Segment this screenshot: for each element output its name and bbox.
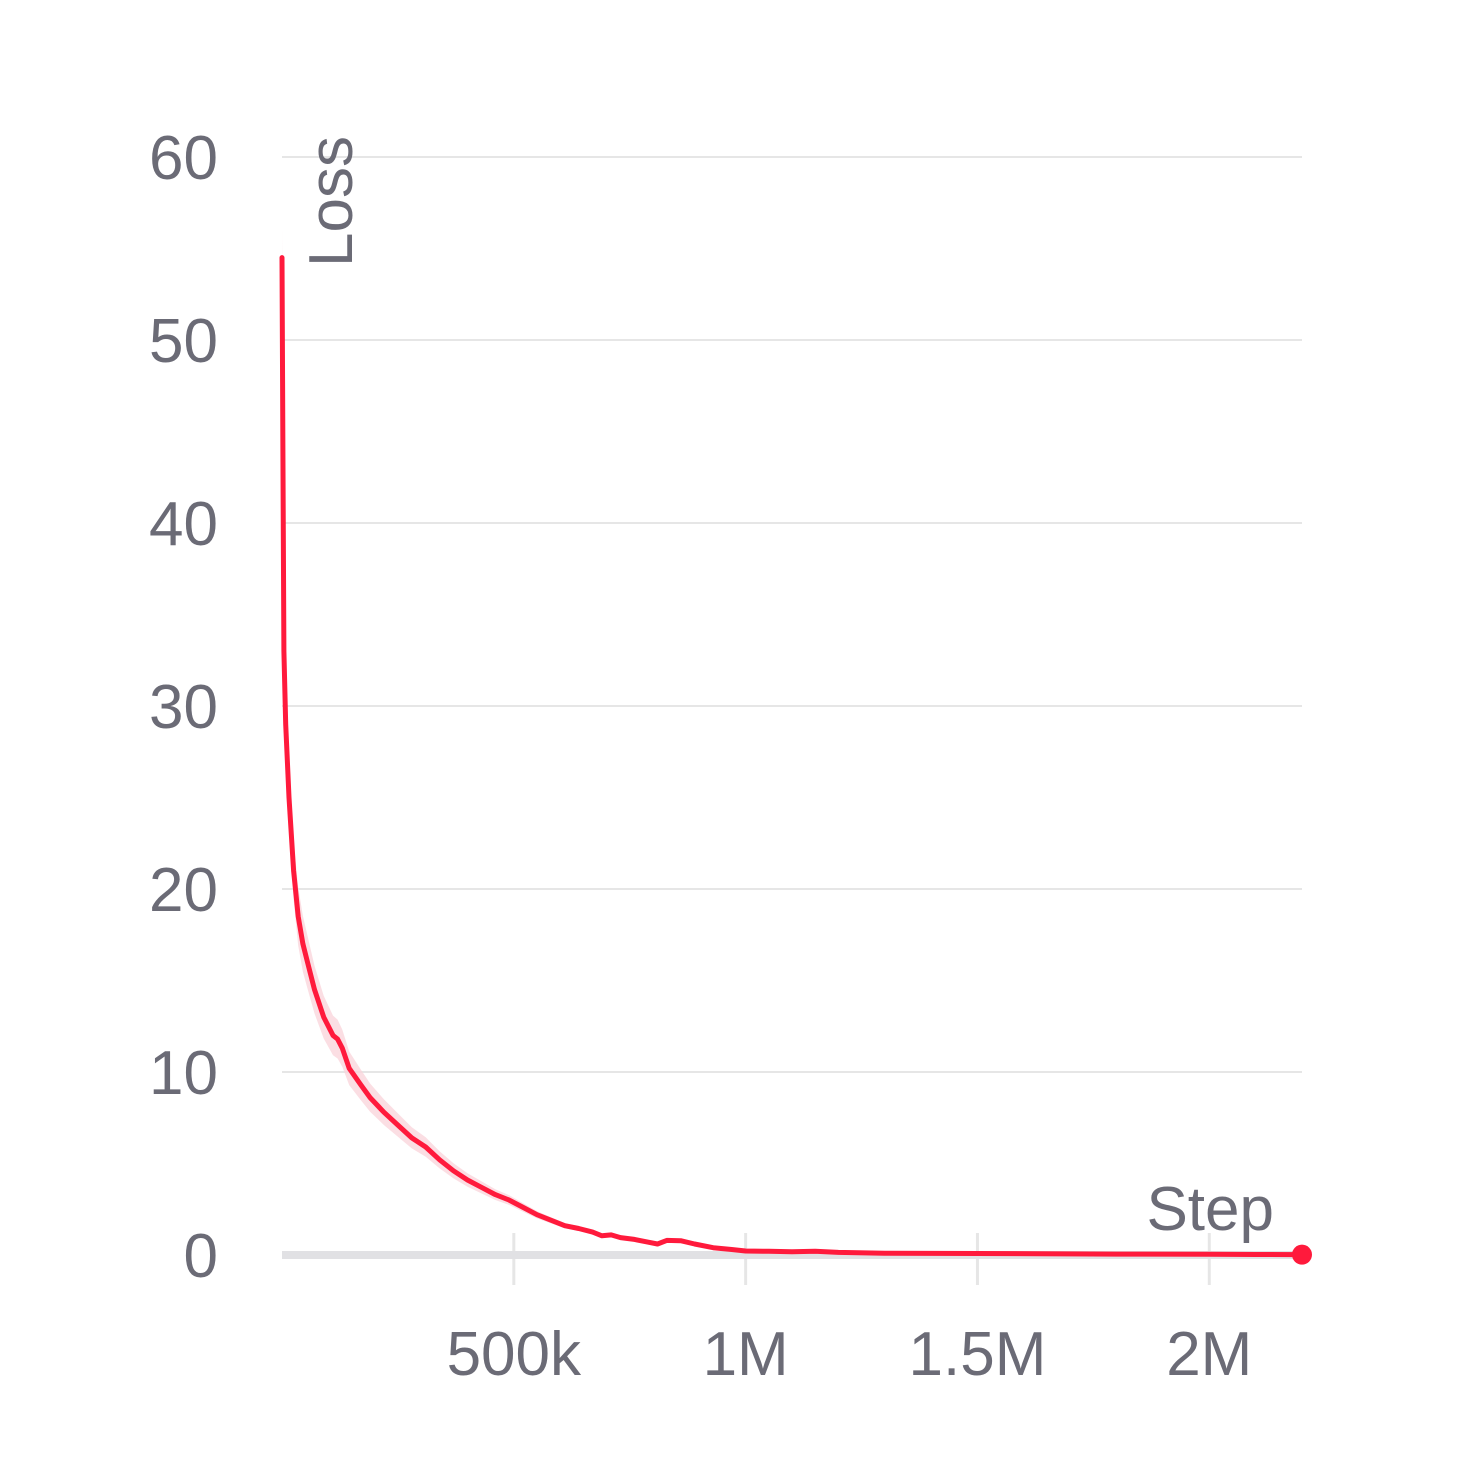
loss-band [282,228,1298,1255]
y-tick-label: 20 [149,856,218,925]
x-axis-title: Step [1146,1175,1274,1244]
y-tick-label: 0 [184,1222,218,1291]
x-tick-label: 1.5M [909,1320,1047,1389]
loss-line [279,255,1300,1258]
y-tick-label: 60 [149,124,218,193]
y-tick-label: 30 [149,673,218,742]
y-axis-title: Loss [297,136,366,267]
y-tick-label: 10 [149,1039,218,1108]
y-tick-label: 50 [149,307,218,376]
grid-lines [282,156,1302,1285]
y-tick-label: 40 [149,490,218,559]
x-tick-label: 2M [1166,1320,1252,1389]
loss-band-area [282,228,1298,1255]
x-tick-label: 500k [447,1320,582,1389]
loss-series [279,255,1312,1265]
tick-labels: 0 10 20 30 40 50 60 500k 1M 1.5M 2M [149,124,1252,1389]
loss-end-point [1292,1244,1312,1265]
x-tick-label: 1M [703,1320,789,1389]
